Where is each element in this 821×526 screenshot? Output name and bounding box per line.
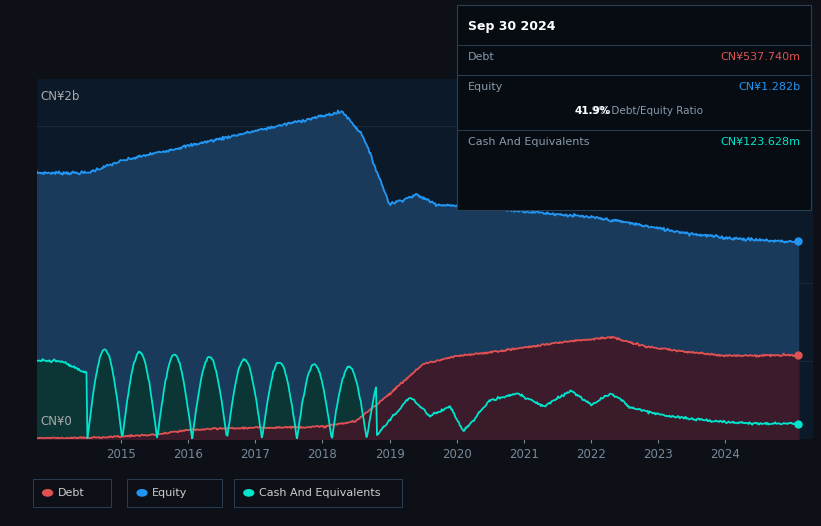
Text: Equity: Equity [152, 488, 187, 498]
Text: 41.9% Debt/Equity Ratio: 41.9% Debt/Equity Ratio [575, 106, 703, 116]
Text: Cash And Equivalents: Cash And Equivalents [468, 137, 589, 147]
Text: Debt: Debt [57, 488, 85, 498]
Text: CN¥123.628m: CN¥123.628m [721, 137, 800, 147]
Text: CN¥537.740m: CN¥537.740m [721, 52, 800, 62]
Text: Cash And Equivalents: Cash And Equivalents [259, 488, 380, 498]
Text: 41.9%: 41.9% [575, 106, 611, 116]
Text: CN¥2b: CN¥2b [41, 90, 80, 103]
Text: Equity: Equity [468, 82, 503, 92]
Text: Sep 30 2024: Sep 30 2024 [468, 20, 556, 33]
Text: CN¥0: CN¥0 [41, 416, 72, 428]
Text: CN¥1.282b: CN¥1.282b [738, 82, 800, 92]
Text: Debt: Debt [468, 52, 495, 62]
